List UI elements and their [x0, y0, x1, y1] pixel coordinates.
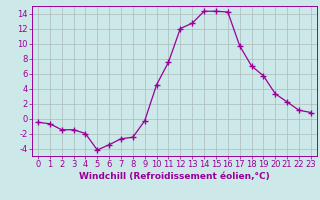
X-axis label: Windchill (Refroidissement éolien,°C): Windchill (Refroidissement éolien,°C) [79, 172, 270, 181]
